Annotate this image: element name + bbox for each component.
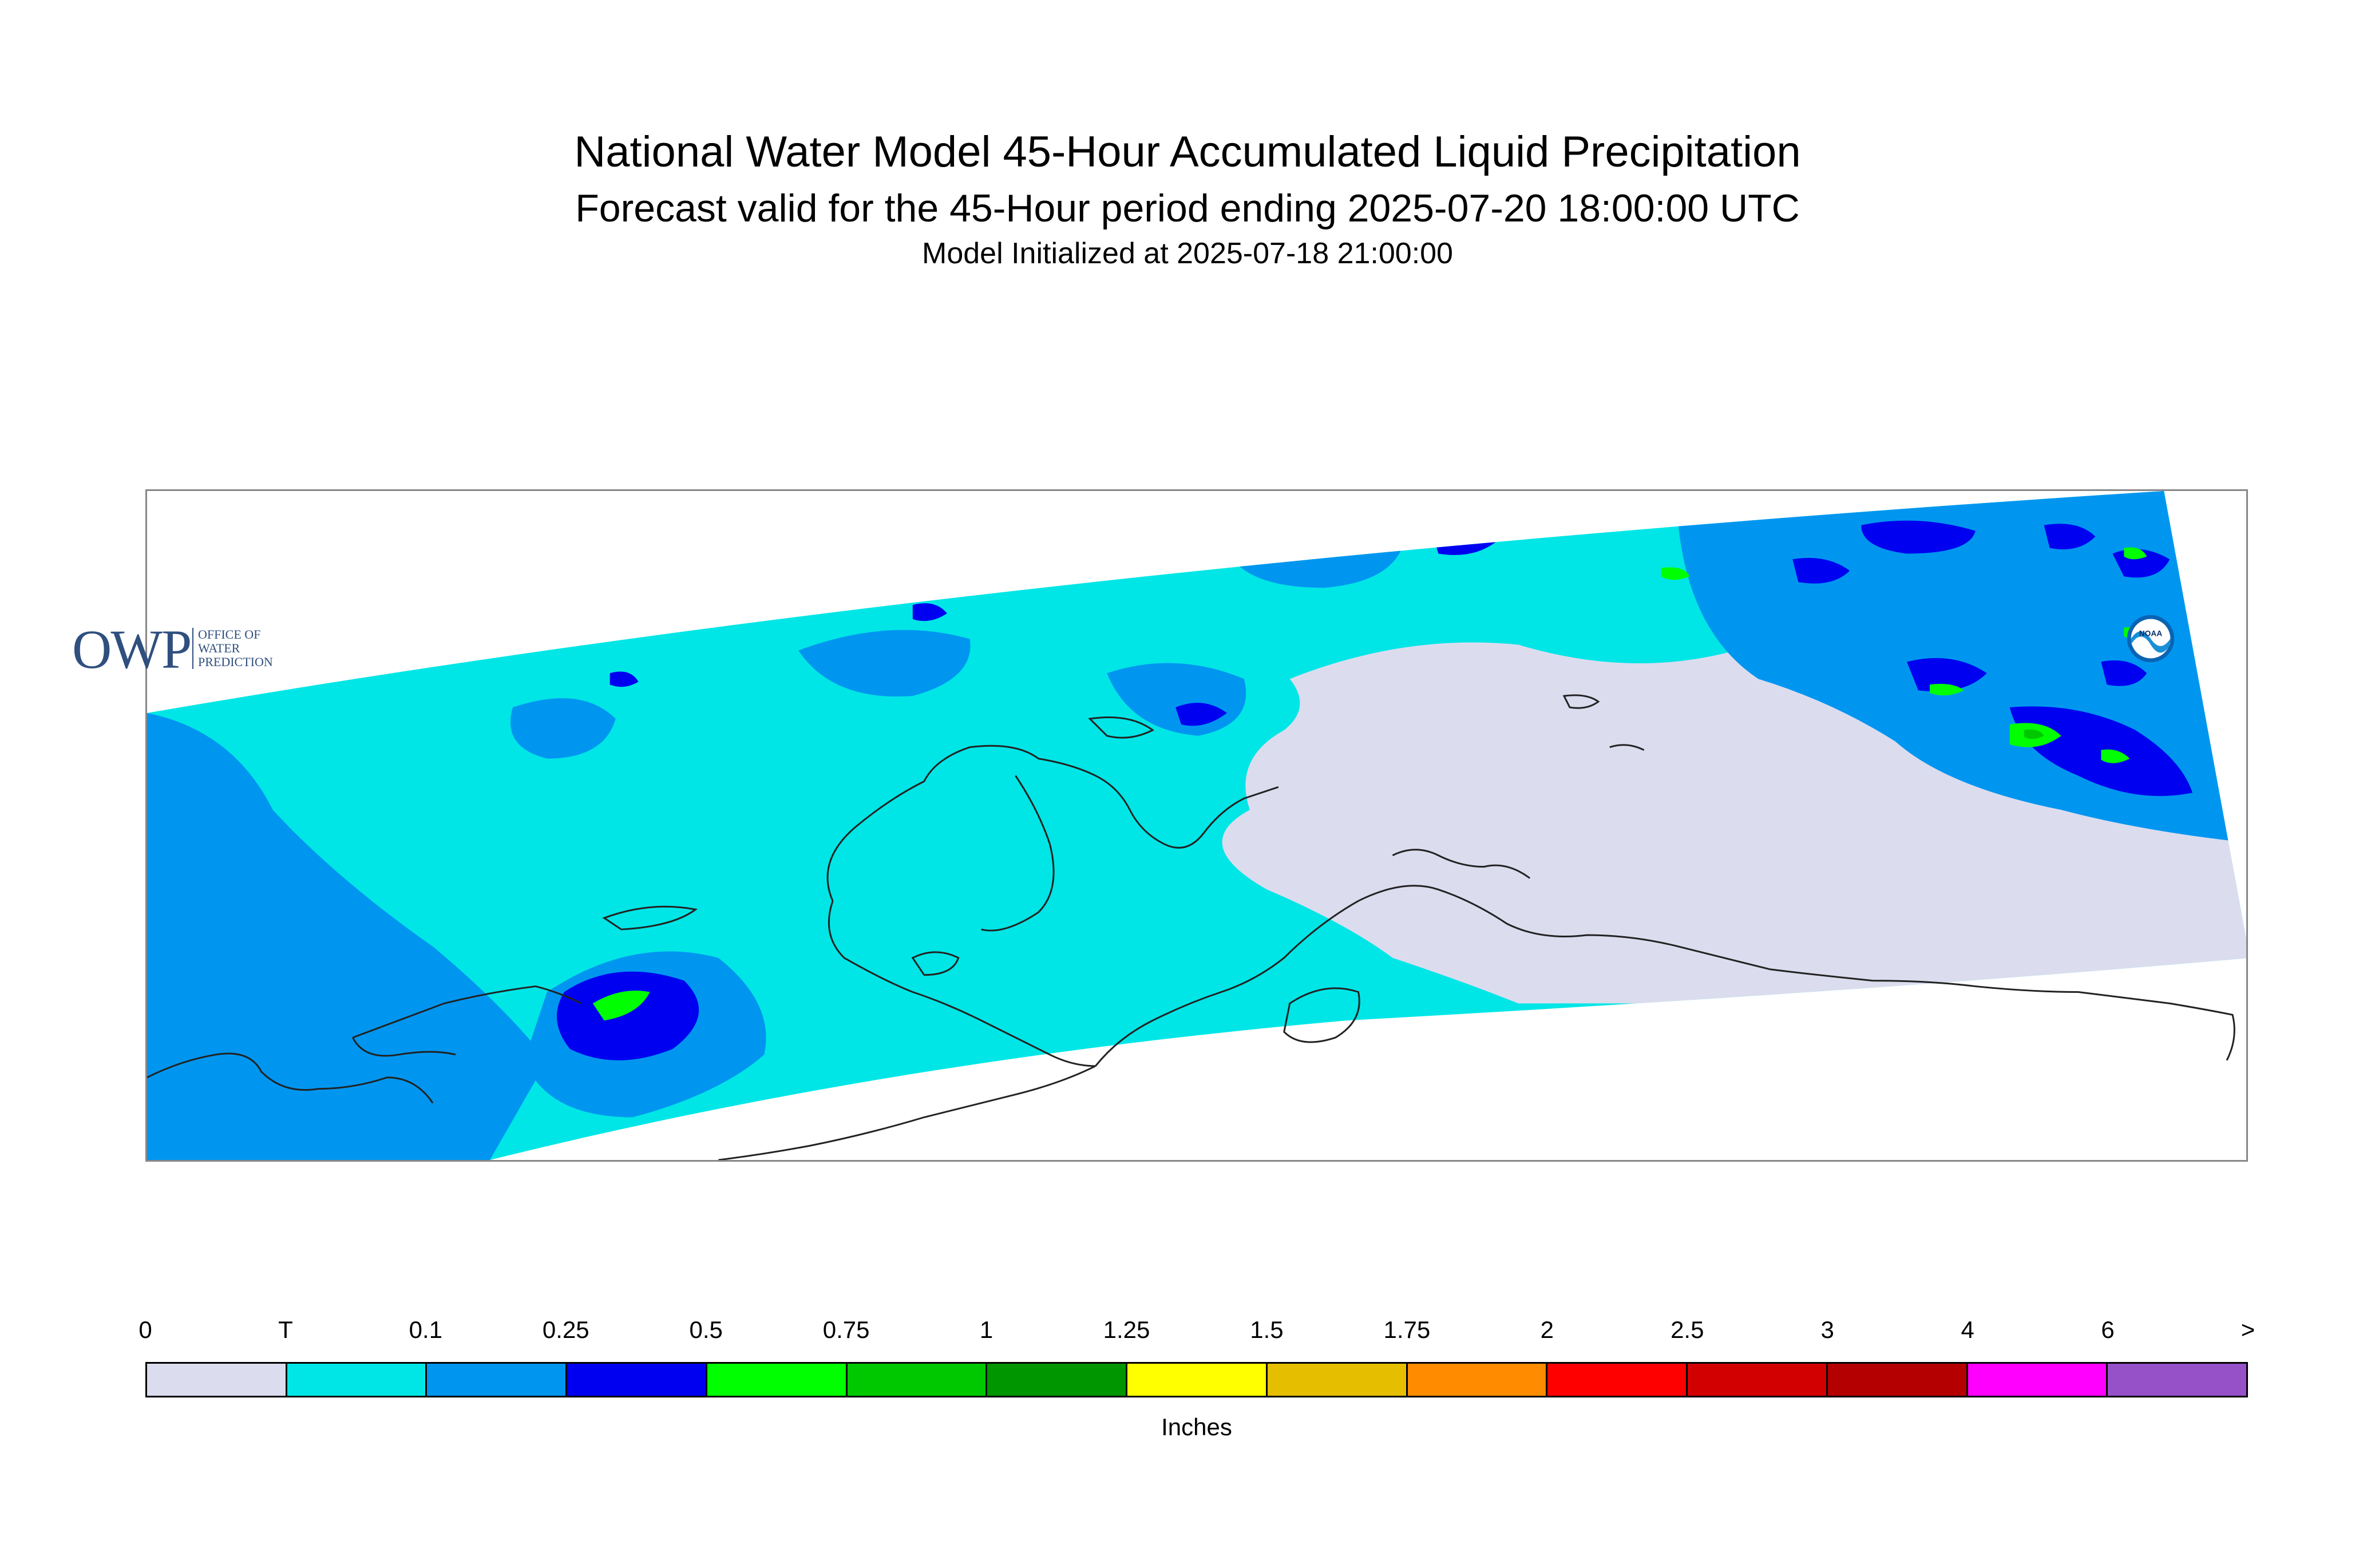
legend-tick-label: 1 (979, 1316, 993, 1343)
precip-0-25-region (609, 671, 639, 687)
legend-tick-label: 3 (1820, 1316, 1834, 1343)
precip-0-25-region (764, 1099, 799, 1119)
legend-tick-label: 2.5 (1671, 1316, 1704, 1343)
precip-0-5-region (2124, 547, 2147, 560)
zero-precip-patch (1414, 807, 1530, 867)
precip-0-1-region (798, 629, 971, 697)
st-lawrence-island (602, 905, 698, 930)
owp-logo: OWP OFFICE OF WATER PREDICTION (72, 621, 427, 684)
legend-tick-label: 1.25 (1103, 1316, 1150, 1343)
coastlines (147, 694, 2235, 1160)
legend-tick-label: 0 (138, 1316, 152, 1343)
precip-0-25-region (1861, 520, 1976, 554)
legend-swatch (147, 1364, 287, 1396)
precip-0-25-region (2101, 660, 2147, 686)
owp-logo-line: OFFICE OF (198, 627, 261, 642)
precip-0-25-region (1906, 658, 1987, 692)
zero-precip-region (1222, 642, 2246, 1004)
noaa-logo: NOAA (2127, 615, 2175, 663)
legend-tick-label: 1.75 (1383, 1316, 1431, 1343)
legend-swatch (847, 1364, 988, 1396)
legend-bar (145, 1362, 2248, 1397)
color-legend: 0 T 0.1 0.25 0.5 0.75 1 1.25 1.5 1.75 2 2.5 3 4 6 > Inc… (138, 1316, 2255, 1465)
legend-tick-label: 6 (2101, 1316, 2115, 1343)
anadyr-gulf (352, 1037, 456, 1057)
canada-coast-east (2078, 991, 2235, 1061)
legend-tick-label: 0.75 (822, 1316, 870, 1343)
legend-swatch (707, 1364, 848, 1396)
legend-tick-label: > (2241, 1316, 2255, 1343)
legend-swatch (1827, 1364, 1968, 1396)
owp-logo-letters: OWP (72, 619, 192, 680)
nunivak-island (911, 951, 960, 976)
bristol-bay-coast (981, 775, 1055, 932)
owp-logo-line: WATER (198, 641, 240, 655)
legend-swatch (1407, 1364, 1548, 1396)
legend-swatch (1267, 1364, 1408, 1396)
alaska-south-coast (1095, 885, 2079, 1067)
alaska-peninsula (828, 900, 1096, 1067)
map-title: National Water Model 45-Hour Accumulated… (574, 128, 1801, 176)
precip-0-1-region (510, 698, 616, 759)
legend-tick-label: 0.5 (689, 1316, 723, 1343)
legend-units: Inches (1161, 1413, 1232, 1440)
inland-river (1609, 744, 1645, 751)
precip-0-5-region (1661, 567, 1690, 580)
legend-swatch (567, 1364, 707, 1396)
precip-0-5-region (2024, 729, 2044, 739)
legend-tick-label: 1.5 (1250, 1316, 1284, 1343)
owp-logo-line: PREDICTION (198, 655, 273, 669)
precip-0-25-region (1175, 703, 1227, 726)
kodiak-island (1283, 987, 1360, 1043)
precip-0-25-region (912, 603, 947, 621)
precip-0-25-region (2044, 524, 2096, 549)
legend-swatch (987, 1364, 1128, 1396)
legend-swatch (427, 1364, 568, 1396)
legend-swatch (1547, 1364, 1688, 1396)
legend-swatch (287, 1364, 428, 1396)
cook-inlet-coast (1392, 849, 1530, 879)
alaska-west-coast (826, 745, 1279, 901)
legend-tick-label: 4 (1961, 1316, 1974, 1343)
legend-tick-label: 0.1 (409, 1316, 443, 1343)
precipitation-map (145, 489, 2248, 1162)
noaa-logo-text: NOAA (2139, 629, 2163, 638)
inland-lake (1562, 694, 1600, 709)
precip-0-5-region (592, 991, 650, 1021)
init-time: Model Initialized at 2025-07-18 21:00:00 (922, 237, 1453, 270)
aleutian-chain (718, 1065, 1096, 1160)
legend-swatch (2108, 1364, 2247, 1396)
legend-swatch (1968, 1364, 2108, 1396)
siberia-coast (147, 1052, 434, 1104)
precip-0-1-region (147, 713, 547, 1160)
precip-0-5-region (2101, 749, 2130, 763)
precip-0-5-region (1929, 684, 1964, 696)
map-canvas (147, 491, 2246, 1160)
seward-peninsula (1088, 716, 1154, 739)
legend-tick-label: 0.25 (542, 1316, 589, 1343)
legend-swatch (1688, 1364, 1828, 1396)
legend-tick-label: T (278, 1316, 293, 1343)
precip-0-25-region (556, 971, 699, 1060)
map-subtitle: Forecast valid for the 45-Hour period en… (575, 187, 1800, 230)
legend-tick-label: 2 (1540, 1316, 1554, 1343)
legend-swatch (1127, 1364, 1268, 1396)
owp-logo-subtitle: OFFICE OF WATER PREDICTION (192, 628, 273, 669)
chukotka-coast (352, 985, 582, 1039)
precip-0-25-region (1792, 557, 1850, 584)
